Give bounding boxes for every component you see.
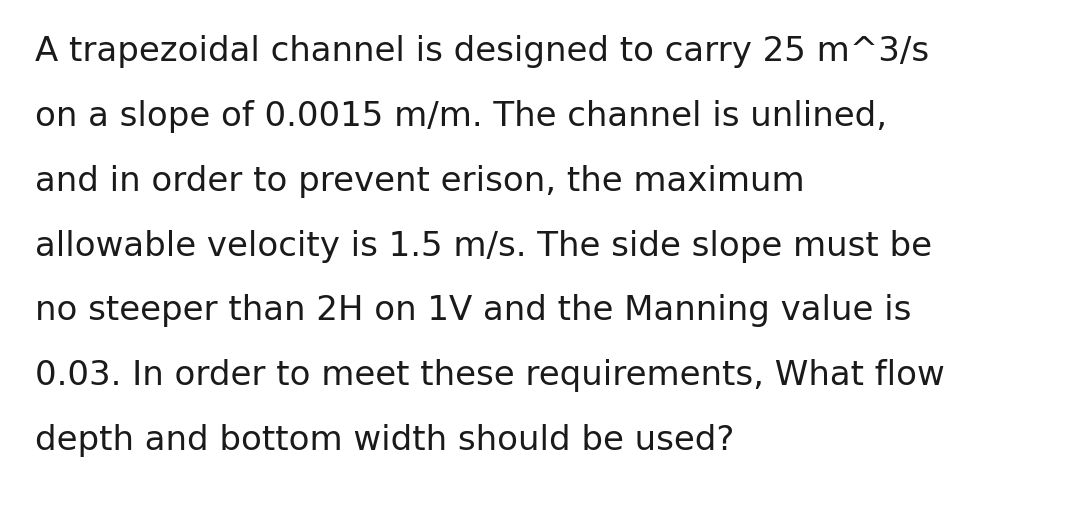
Text: A trapezoidal channel is designed to carry 25 m^3/s: A trapezoidal channel is designed to car…: [35, 35, 929, 68]
Text: no steeper than 2H on 1V and the Manning value is: no steeper than 2H on 1V and the Manning…: [35, 294, 910, 327]
Text: allowable velocity is 1.5 m/s. The side slope must be: allowable velocity is 1.5 m/s. The side …: [35, 229, 932, 262]
Text: on a slope of 0.0015 m/m. The channel is unlined,: on a slope of 0.0015 m/m. The channel is…: [35, 100, 887, 133]
Text: 0.03. In order to meet these requirements, What flow: 0.03. In order to meet these requirement…: [35, 359, 944, 391]
Text: depth and bottom width should be used?: depth and bottom width should be used?: [35, 423, 734, 456]
Text: and in order to prevent erison, the maximum: and in order to prevent erison, the maxi…: [35, 165, 805, 197]
